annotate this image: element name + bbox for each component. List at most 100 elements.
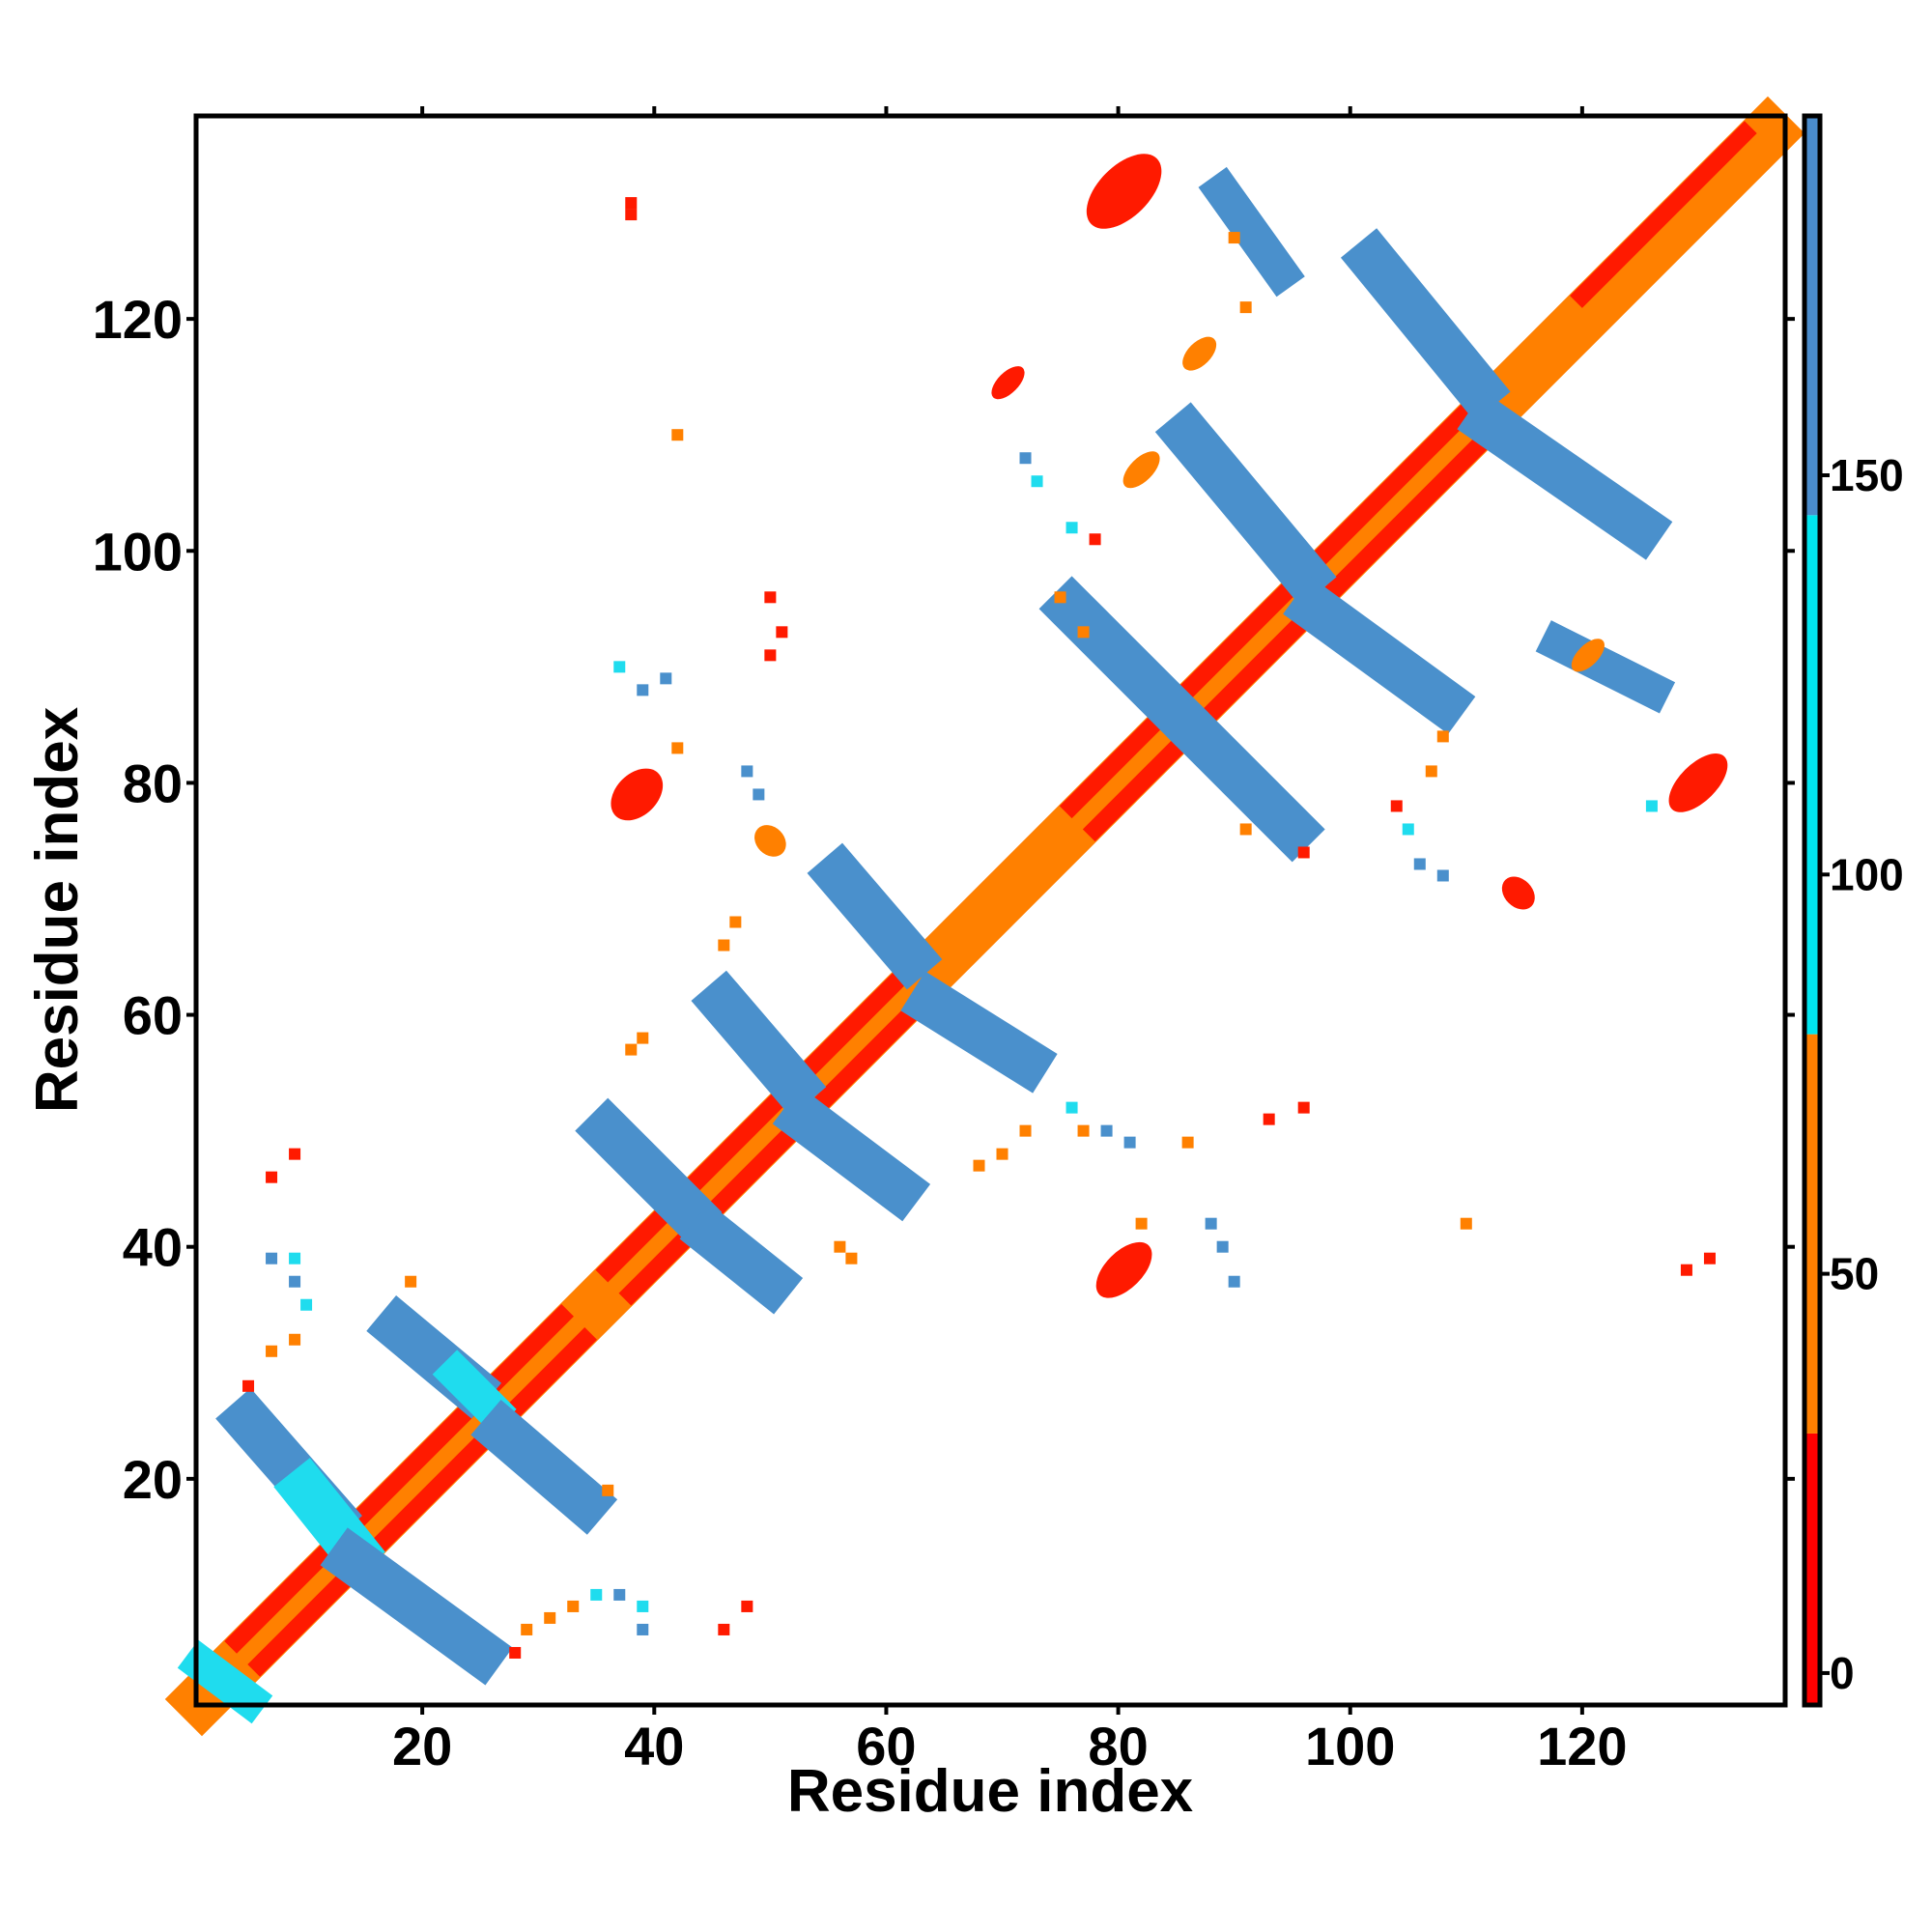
contact-cell [1297, 1101, 1310, 1114]
contact-cell [602, 1484, 614, 1496]
x-tick-label: 100 [1305, 1716, 1395, 1776]
contact-cell [289, 1275, 301, 1288]
contact-segment [691, 970, 827, 1118]
contact-blob [1122, 451, 1160, 489]
contact-cell [521, 1623, 533, 1635]
contact-cell [660, 672, 672, 685]
contact-segment [247, 1327, 597, 1677]
contact-cell [671, 429, 684, 441]
colorbar-tick-label: 150 [1830, 450, 1904, 500]
contact-cell [637, 1623, 649, 1635]
contact-cell [1436, 869, 1449, 882]
contact-blob [1086, 154, 1162, 229]
contact-cell [1413, 858, 1426, 870]
contact-cell [741, 765, 753, 778]
contact-segment [1082, 422, 1502, 842]
contact-cell [1239, 301, 1252, 314]
contact-cell [1390, 800, 1403, 812]
contact-cell [1077, 1124, 1090, 1137]
colorbar-tick-label: 50 [1830, 1249, 1879, 1299]
contact-blob [1182, 336, 1217, 371]
contact-cell [1680, 1264, 1692, 1276]
contact-cell [1123, 1136, 1136, 1149]
axis-ticks: 20 40 60 80 100 120 20 40 60 80 100 120 [93, 106, 1795, 1776]
contact-cell [637, 684, 649, 696]
contact-cell [996, 1148, 1009, 1160]
contact-cell [1703, 1252, 1716, 1264]
x-tick-label: 40 [624, 1716, 684, 1776]
x-axis-title: Residue index [787, 1758, 1194, 1825]
contact-cell [1181, 1136, 1194, 1149]
contact-cell [625, 209, 638, 221]
contact-blob [991, 366, 1025, 400]
contact-cell [1216, 1240, 1229, 1253]
colorbar: 0 50 100 150 [1802, 113, 1904, 1708]
contact-cell [1019, 452, 1032, 465]
x-tick-label: 120 [1537, 1716, 1627, 1776]
contact-segment [1340, 228, 1511, 421]
contact-cell [1239, 823, 1252, 836]
contact-cell [1425, 765, 1437, 778]
contact-blob [1095, 1241, 1152, 1298]
colorbar-band [1806, 1034, 1818, 1434]
contact-segment [1283, 576, 1476, 734]
contact-cell [405, 1275, 417, 1288]
contact-segment [1166, 703, 1325, 863]
contact-cell [567, 1600, 580, 1612]
contact-cell [1228, 232, 1240, 244]
contact-cell [1297, 846, 1310, 859]
y-tick-label: 60 [123, 985, 183, 1046]
contact-cell [1645, 800, 1658, 812]
contact-blob [1501, 876, 1535, 910]
contact-cell [1100, 1124, 1113, 1137]
contact-cell [973, 1159, 985, 1172]
contact-cell [242, 1379, 255, 1392]
contact-cell [1228, 1275, 1240, 1288]
contact-cell [845, 1252, 858, 1264]
contact-segment [1570, 121, 1757, 308]
y-tick-label: 100 [93, 521, 183, 582]
contact-cell [266, 1345, 278, 1357]
contact-cell [289, 1148, 301, 1160]
contact-cell [1077, 626, 1090, 639]
contact-cell [776, 626, 788, 639]
contact-cell [590, 1588, 603, 1601]
contact-cell [1065, 1101, 1078, 1114]
contact-cell [637, 1032, 649, 1044]
contact-cell [1135, 1217, 1148, 1230]
contact-cell [613, 1588, 626, 1601]
colorbar-tick-label: 0 [1830, 1648, 1855, 1698]
colorbar-band [1806, 1433, 1818, 1705]
heatmap-cells [164, 96, 1805, 1737]
contact-cell [1065, 522, 1078, 534]
contact-segment [1535, 620, 1676, 714]
contact-blob [1571, 639, 1605, 672]
contact-segment [900, 971, 1058, 1094]
contact-segment [320, 1527, 513, 1686]
contact-cell [764, 649, 777, 662]
contact-blob [611, 768, 664, 821]
contact-cell [671, 742, 684, 754]
contact-segment [1038, 576, 1209, 747]
y-tick-label: 80 [123, 753, 183, 813]
colorbar-frame [1802, 113, 1823, 1708]
contact-segment [164, 96, 1805, 1737]
contact-cell [1089, 533, 1101, 546]
contact-cell [718, 1623, 730, 1635]
contact-cell [509, 1646, 522, 1659]
contact-segment [618, 979, 946, 1306]
contact-segment [177, 1639, 273, 1724]
plot-frame [193, 113, 1788, 1708]
contact-cell [1019, 1124, 1032, 1137]
contact-cell [764, 591, 777, 604]
contact-blob [1668, 753, 1728, 812]
contact-segment [575, 1097, 723, 1245]
contact-cell [266, 1252, 278, 1264]
contact-cell [289, 1333, 301, 1346]
contact-segment [1059, 399, 1479, 819]
contact-segment [679, 1202, 804, 1315]
contact-blob [754, 825, 786, 857]
y-tick-label: 40 [123, 1217, 183, 1278]
contact-segment [224, 1304, 574, 1654]
